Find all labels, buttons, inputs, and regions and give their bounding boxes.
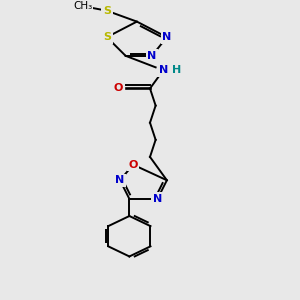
Text: O: O [113,83,123,94]
Text: O: O [128,160,138,170]
Text: N: N [147,51,157,61]
Text: N: N [153,194,162,204]
Text: S: S [103,32,111,42]
Text: H: H [172,65,181,75]
Text: N: N [158,65,168,75]
Text: S: S [103,6,111,16]
Text: N: N [162,32,172,42]
Text: N: N [116,175,124,185]
Text: CH₃: CH₃ [73,1,92,11]
